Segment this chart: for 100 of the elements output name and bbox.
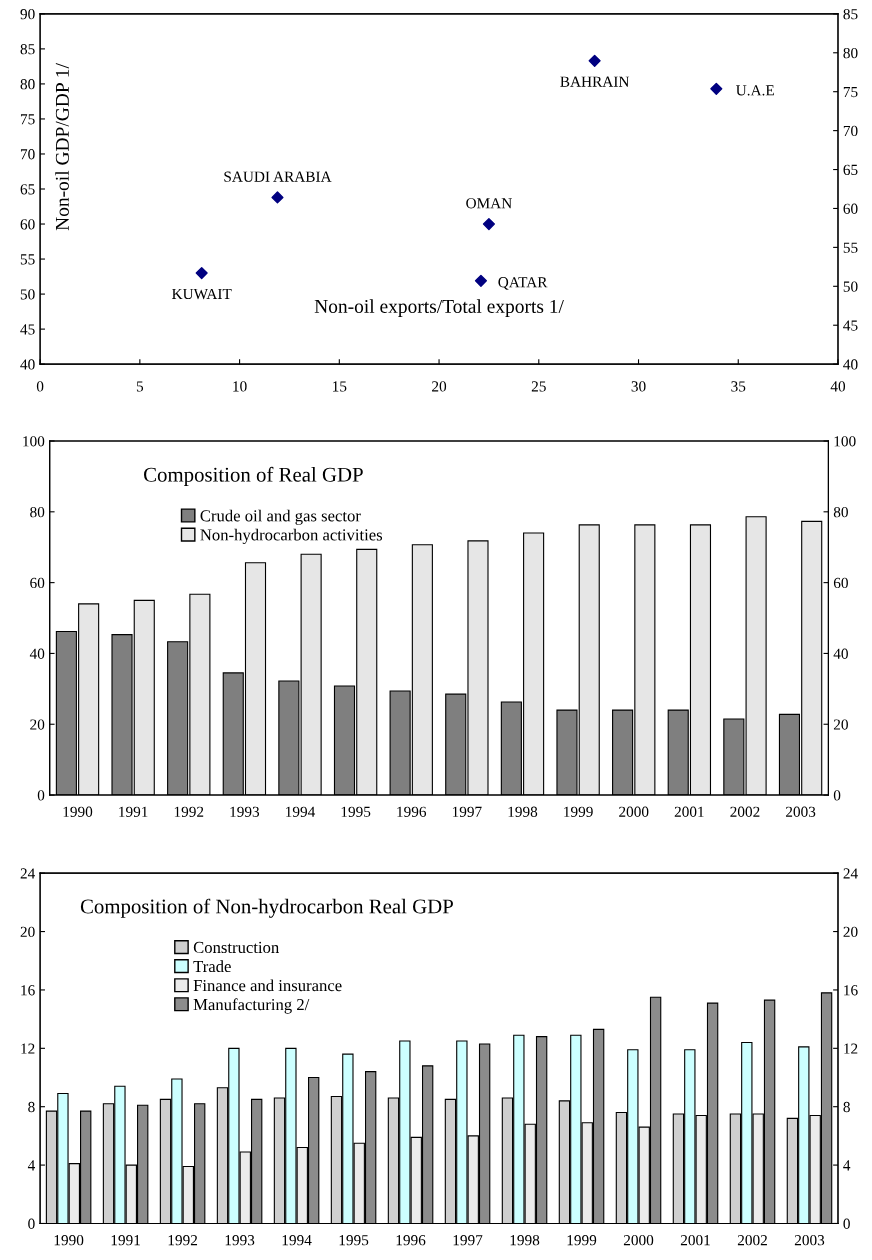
y2-tick-label: 55	[843, 242, 858, 253]
x-tick-label: 1994	[286, 806, 316, 817]
x-tick-label: 15	[333, 381, 347, 392]
y2-tick-label: 8	[843, 1101, 850, 1113]
annotation: KUWAIT	[172, 288, 232, 300]
y-tick-label: 40	[29, 648, 45, 659]
y-tick-label: 40	[20, 359, 35, 370]
y-tick-label: 100	[23, 436, 45, 447]
x-tick-label: 1993	[230, 806, 260, 817]
x-tick-label: 1997	[452, 806, 482, 817]
point	[195, 266, 208, 280]
x-tick-label: 35	[731, 381, 746, 392]
y-tick-label: 20	[30, 719, 45, 730]
x-tick-label: 10	[233, 381, 247, 392]
x-tick-label: 1998	[510, 1235, 540, 1246]
point	[271, 191, 284, 204]
point	[588, 54, 601, 67]
y-tick-label: 8	[28, 1101, 35, 1113]
y2-tick-label: 0	[833, 790, 841, 801]
y2-tick-label: 80	[843, 47, 858, 59]
annotation: SAUDI ARABIA	[224, 171, 332, 182]
y-tick-label: 85	[20, 44, 35, 55]
y-tick-label: 4	[27, 1160, 36, 1171]
y-tick-label: 20	[20, 926, 35, 938]
x-tick-label: 2002	[730, 806, 760, 817]
y-tick-label: 60	[30, 577, 45, 589]
x-tick-label: 1991	[119, 806, 148, 817]
x-tick-label: 1995	[339, 1235, 369, 1246]
legend-label: Manufacturing 2/	[193, 998, 310, 1014]
x-tick-label: 40	[830, 381, 846, 392]
y2-tick-label: 40	[833, 648, 848, 659]
y-tick-label: 70	[20, 149, 35, 160]
y2-tick-label: 70	[843, 125, 858, 137]
x-tick-label: 2002	[737, 1235, 767, 1246]
x-tick-label: 1991	[111, 1235, 140, 1246]
y2-tick-label: 75	[843, 87, 858, 98]
annotation: OMAN	[466, 198, 512, 209]
y-tick-label: 55	[20, 254, 35, 265]
x-tick-label: 1990	[63, 806, 93, 817]
x-tick-label: 2000	[623, 1235, 654, 1246]
point	[482, 217, 495, 231]
y-axis-title: Non-oil GDP/GDP 1/	[55, 63, 69, 231]
y-tick-label: 60	[20, 219, 35, 230]
y2-tick-label: 65	[843, 164, 858, 175]
x-tick-label: 1995	[341, 806, 371, 817]
y2-tick-label: 20	[833, 719, 848, 730]
x-tick-label: 20	[432, 381, 447, 392]
x-tick-label: 2003	[785, 806, 816, 817]
x-tick-label: 25	[531, 381, 546, 392]
x-tick-label: 1996	[397, 806, 427, 817]
legend-label: Crude oil and gas sector	[200, 509, 361, 525]
y2-tick-label: 85	[843, 9, 858, 20]
legend-label: Construction	[193, 941, 279, 954]
y2-tick-label: 24	[843, 868, 858, 879]
y-tick-label: 45	[20, 324, 35, 335]
y-tick-label: 0	[37, 790, 45, 801]
y2-tick-label: 4	[843, 1160, 851, 1171]
text: Composition of Real GDP	[144, 466, 363, 486]
x-tick-label: 1994	[282, 1235, 312, 1246]
annotation: U.A.E	[736, 85, 774, 96]
y-tick-label: 75	[20, 114, 35, 125]
x-tick-label: 2001	[680, 1235, 710, 1246]
x-tick-label: 2000	[619, 806, 649, 817]
y2-tick-label: 100	[834, 436, 856, 447]
x-tick-label: 30	[631, 381, 646, 392]
text: Composition of Non-hydrocarbon Real GDP	[80, 898, 453, 918]
x-tick-label: 2003	[794, 1235, 825, 1246]
legend-label: Non-hydrocarbon activities	[200, 528, 383, 544]
y2-tick-label: 60	[843, 203, 858, 214]
y-tick-label: 16	[21, 985, 35, 996]
x-tick-label: 1996	[396, 1235, 426, 1246]
y-tick-label: 65	[20, 184, 35, 195]
x-tick-label: 1997	[453, 1235, 483, 1246]
point	[710, 82, 723, 95]
y2-tick-label: 12	[844, 1043, 858, 1054]
y2-tick-label: 16	[844, 985, 858, 996]
y2-tick-label: 40	[843, 359, 858, 370]
y-tick-label: 90	[20, 9, 35, 20]
annotation: BAHRAIN	[560, 76, 630, 87]
y-tick-label: 80	[30, 506, 45, 518]
x-axis-title: Non-oil exports/Total exports 1/	[314, 299, 564, 317]
y2-tick-label: 80	[833, 506, 848, 518]
y2-tick-label: 50	[843, 281, 858, 292]
y2-tick-label: 20	[843, 926, 858, 938]
x-tick-label: 1992	[168, 1235, 198, 1246]
x-tick-label: 1990	[54, 1235, 84, 1246]
y-tick-label: 80	[20, 79, 35, 90]
y-tick-label: 24	[20, 868, 36, 879]
legend-label: Finance and insurance	[193, 979, 342, 992]
x-tick-label: 1999	[567, 1235, 597, 1246]
x-tick-label: 1993	[225, 1235, 255, 1246]
x-tick-label: 1998	[508, 806, 538, 817]
y2-tick-label: 45	[843, 320, 858, 331]
x-tick-label: 2001	[674, 806, 704, 817]
y-tick-label: 50	[20, 289, 35, 300]
y-tick-label: 0	[28, 1218, 35, 1229]
legend-label: Trade	[193, 960, 231, 973]
y2-tick-label: 60	[833, 577, 848, 589]
x-tick-label: 1999	[564, 806, 593, 817]
x-tick-label: 1992	[174, 806, 204, 817]
